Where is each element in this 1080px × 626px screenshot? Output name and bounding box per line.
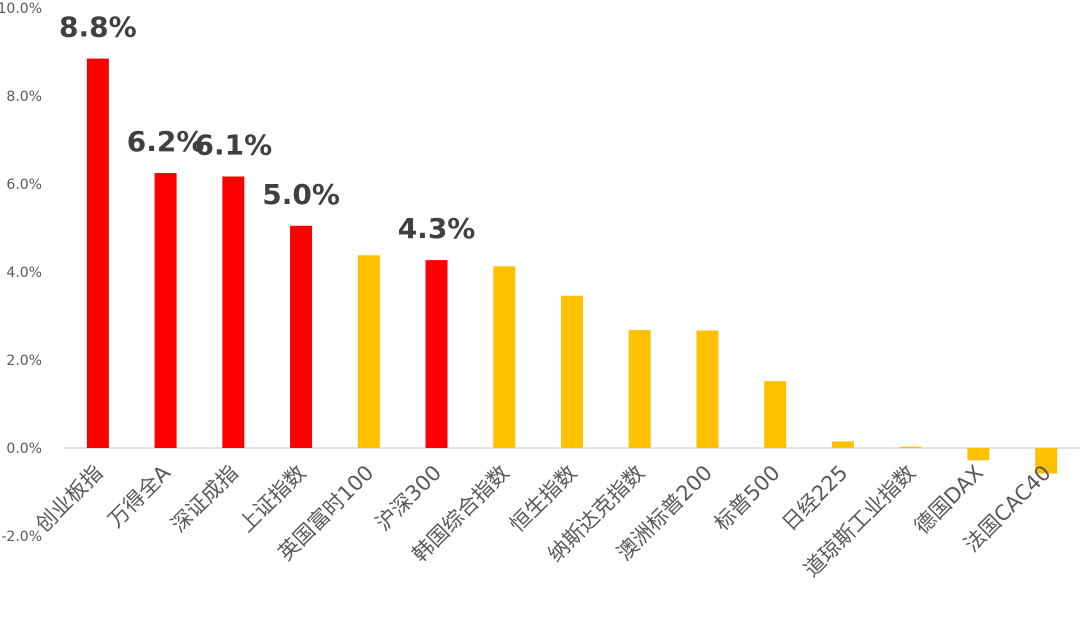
- bar: [899, 446, 922, 448]
- bar: [154, 173, 177, 448]
- category-label: 创业板指: [31, 461, 107, 537]
- data-label: 6.1%: [195, 129, 273, 162]
- bar: [222, 176, 245, 448]
- y-tick-label: 6.0%: [6, 177, 42, 193]
- bar: [967, 448, 990, 461]
- bar: [290, 225, 313, 448]
- category-label: 标普500: [710, 461, 785, 536]
- data-label: 4.3%: [398, 212, 476, 245]
- y-tick-label: 0.0%: [6, 441, 42, 457]
- bar: [628, 330, 651, 448]
- data-label: 8.8%: [59, 11, 137, 44]
- bar: [493, 266, 516, 448]
- y-tick-label: -2.0%: [1, 529, 42, 545]
- y-tick-label: 10.0%: [0, 1, 42, 17]
- y-tick-label: 8.0%: [6, 89, 42, 105]
- y-tick-label: 2.0%: [6, 353, 42, 369]
- y-tick-label: 4.0%: [6, 265, 42, 281]
- category-label: 深证成指: [167, 461, 243, 537]
- data-label: 6.2%: [127, 125, 205, 158]
- bars-group: [86, 58, 1058, 474]
- bar: [86, 58, 109, 448]
- bar: [831, 441, 854, 448]
- bar: [1035, 448, 1058, 474]
- category-labels-group: 创业板指万得全A深证成指上证指数英国富时100沪深300韩国综合指数恒生指数纳斯…: [31, 460, 1056, 581]
- data-label: 5.0%: [262, 178, 340, 211]
- bar: [696, 330, 719, 448]
- bar: [764, 381, 787, 448]
- bar: [561, 295, 583, 448]
- category-label: 万得全A: [103, 460, 175, 532]
- data-labels-group: 8.8% 6.2%6.1% 5.0% 4.3%: [59, 11, 475, 246]
- bar: [425, 260, 448, 448]
- bar: [357, 255, 380, 448]
- y-axis-ticks: -2.0% 0.0% 2.0% 4.0% 6.0% 8.0% 10.0%: [0, 1, 42, 545]
